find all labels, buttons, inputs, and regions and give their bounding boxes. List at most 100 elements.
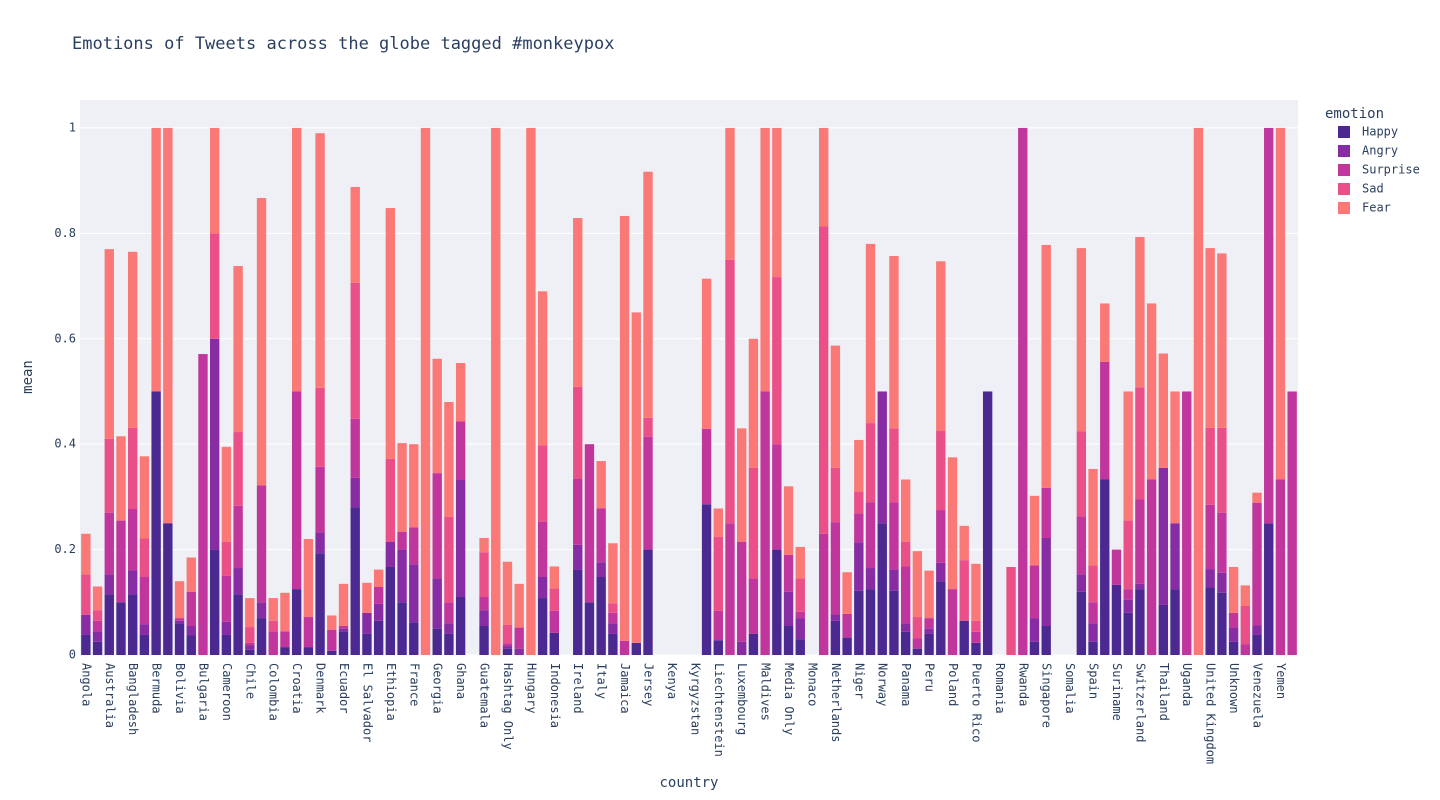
bar-segment (725, 523, 735, 655)
x-tick-label: Switzerland (1133, 663, 1147, 742)
legend-swatch (1338, 183, 1350, 195)
bar-segment (1252, 625, 1262, 635)
bar-segment (818, 533, 829, 655)
bar-segment (502, 643, 513, 647)
x-tick-label: Jersey (642, 663, 656, 706)
bar-segment (713, 610, 723, 641)
bar-segment (1217, 512, 1227, 573)
bar-segment (830, 614, 841, 621)
bar-segment (315, 387, 325, 467)
bar-segment (362, 582, 372, 613)
bar-segment (268, 598, 278, 621)
bar-segment (725, 259, 735, 524)
bar-segment (643, 549, 653, 655)
bar-segment (174, 581, 185, 619)
bar-segment (936, 562, 946, 582)
bar-segment (936, 510, 946, 563)
bar-segment (795, 578, 805, 612)
bar-segment (1076, 516, 1087, 575)
x-tick-label: Chile (243, 663, 257, 699)
bar-segment (444, 516, 454, 603)
bar-segment (303, 617, 314, 648)
x-tick-label: Hashtag Only (501, 663, 515, 750)
x-tick-label: Bulgaria (196, 663, 210, 721)
bar-segment (327, 650, 337, 655)
bar-segment (315, 553, 325, 655)
bar-segment (1100, 479, 1110, 655)
bar-segment (209, 233, 220, 339)
bar-segment (795, 611, 805, 619)
bar-segment (245, 649, 255, 655)
bar-segment (350, 282, 360, 419)
bar-segment (971, 631, 981, 643)
bar-segment (842, 637, 852, 655)
bar-segment (818, 226, 829, 534)
bar-segment (537, 291, 548, 446)
bar-segment (1158, 353, 1169, 468)
bar-segment (889, 569, 899, 591)
bar-segment (81, 634, 91, 655)
bar-segment (444, 623, 454, 634)
bar-segment (186, 591, 196, 627)
legend-swatch (1338, 126, 1350, 138)
bar-segment (303, 647, 314, 655)
bar-segment (139, 538, 150, 577)
x-tick-label: Thailand (1157, 663, 1171, 721)
bar-segment (1029, 565, 1040, 619)
bar-segment (350, 186, 360, 283)
bar-segment (1217, 253, 1227, 428)
bar-segment (81, 533, 91, 575)
bar-segment (584, 602, 595, 655)
bar-segment (959, 620, 969, 655)
bar-segment (1252, 634, 1262, 655)
bar-segment (1275, 127, 1286, 480)
bar-segment (163, 127, 173, 524)
bar-segment (573, 478, 583, 545)
bar-segment (116, 436, 126, 521)
x-tick-label: Kenya (665, 663, 679, 699)
bar-segment (291, 589, 302, 655)
bar-segment (748, 467, 759, 579)
bar-segment (256, 198, 267, 486)
bar-segment (549, 566, 560, 589)
legend-label: Sad (1362, 182, 1384, 196)
bar-segment (1111, 584, 1122, 655)
bar-segment (900, 566, 911, 624)
bar-segment (502, 646, 513, 649)
bar-segment (209, 549, 220, 655)
x-tick-label: Australia (103, 663, 117, 728)
bar-segment (502, 561, 513, 625)
bar-segment (772, 444, 782, 550)
bar-segment (549, 632, 560, 655)
bar-segment (128, 251, 138, 428)
bar-segment (151, 391, 161, 655)
bar-segment (315, 466, 325, 533)
bar-segment (1123, 520, 1133, 590)
bar-segment (631, 312, 641, 643)
bar-segment (596, 508, 606, 563)
bar-segment (947, 457, 958, 590)
bar-segment (889, 502, 899, 570)
x-tick-label: Niger (852, 663, 866, 699)
bar-segment (971, 620, 981, 632)
bar-segment (1041, 244, 1051, 488)
bar-segment (151, 127, 161, 392)
x-tick-label: Spain (1087, 663, 1101, 699)
bar-segment (479, 597, 489, 611)
x-tick-label: Indonesia (548, 663, 562, 728)
bar-segment (338, 626, 349, 629)
bar-segment (877, 523, 887, 655)
bar-segment (373, 569, 384, 588)
bar-segment (104, 438, 114, 513)
bar-segment (420, 127, 431, 656)
bar-segment (924, 570, 934, 619)
bar-segment (1135, 589, 1145, 655)
bar-segment (116, 602, 126, 655)
x-axis-title: country (659, 775, 718, 791)
x-tick-label: Liechtenstein (712, 663, 726, 757)
bar-segment (444, 602, 454, 624)
bar-segment (268, 620, 278, 632)
bar-segment (174, 620, 185, 624)
bar-segment (596, 461, 606, 509)
x-tick-label: Norway (876, 663, 890, 706)
